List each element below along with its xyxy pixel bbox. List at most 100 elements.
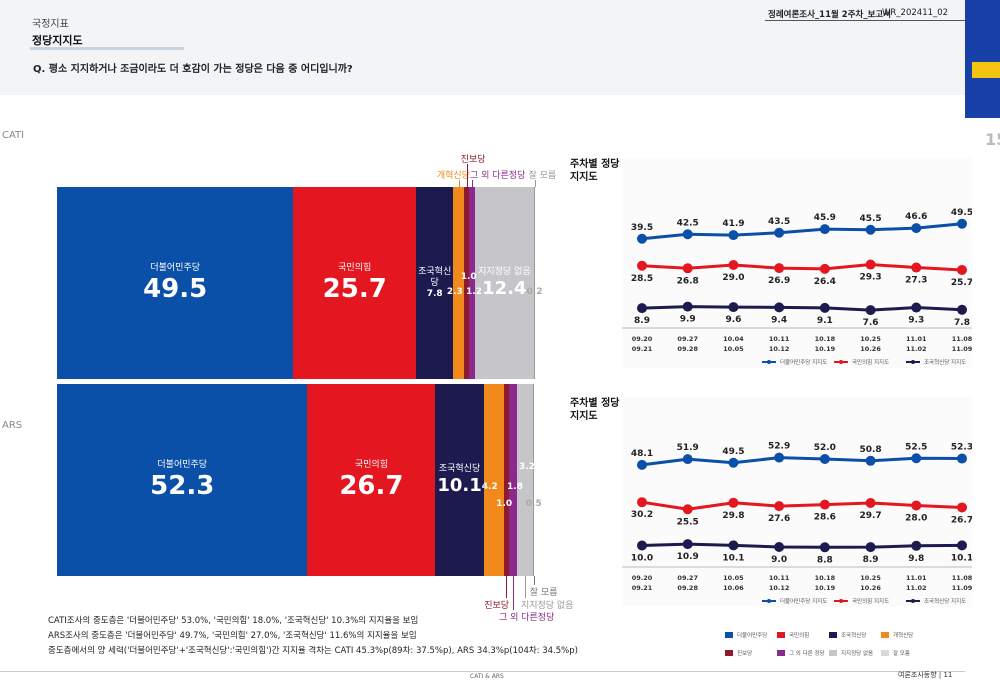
- segment-value-progressive: 1.0: [460, 272, 477, 282]
- trend-point-ppp: [819, 499, 830, 510]
- trend-point-democratic: [957, 453, 967, 464]
- trend-point-rebuilding: [637, 540, 647, 551]
- footer-method: CATI & ARS: [470, 673, 504, 680]
- x-tick-label: 11.08: [952, 574, 972, 582]
- survey-question: Q. 평소 지지하거나 조금이라도 더 호감이 가는 정당은 다음 중 어디입니…: [33, 64, 353, 75]
- legend-swatch: [725, 632, 733, 638]
- legend-item-other: 그 외 다른 정당: [777, 649, 825, 657]
- trend-value-label: 51.9: [677, 443, 699, 453]
- footnote-cati: CATI조사의 중도층은 '더불어민주당' 53.0%, '국민의힘' 18.0…: [48, 616, 419, 626]
- segment-value-progressive: 1.0: [496, 499, 513, 509]
- trend-point-ppp: [728, 260, 739, 270]
- trend-value-label: 52.5: [905, 442, 927, 452]
- trend-point-rebuilding: [637, 303, 647, 314]
- trend-point-democratic: [637, 459, 647, 470]
- trend-value-label: 10.0: [631, 554, 653, 564]
- trend-value-label: 9.4: [771, 315, 787, 325]
- trend-value-label: 27.6: [768, 514, 790, 524]
- legend-label: 조국혁신당 지지도: [924, 597, 966, 605]
- segment-value-other: 1.2: [465, 287, 482, 297]
- bar-segment-none: 지지정당 없음 12.4: [474, 187, 534, 379]
- segment-value-dontknow: 0.5: [525, 499, 542, 509]
- trend-value-label: 26.9: [768, 276, 790, 286]
- title-underline: [30, 47, 184, 50]
- trend-point-democratic: [911, 223, 922, 234]
- x-tick-label: 10.18: [815, 574, 836, 582]
- trend-point-democratic: [728, 230, 739, 241]
- legend-label: 더불어민주당 지지도: [780, 597, 827, 605]
- trend-value-label: 45.5: [859, 214, 881, 224]
- legend-label: 더불어민주당: [737, 633, 768, 639]
- segment-callout-dontknow: 잘 모름: [528, 171, 557, 181]
- trend-point-democratic: [728, 457, 739, 468]
- trend-point-rebuilding: [957, 540, 967, 551]
- trend-point-democratic: [865, 224, 876, 235]
- legend-item-ppp: 국민의힘: [777, 631, 809, 639]
- bar-segment-rebuilding: 조국혁신당 10.1: [435, 384, 484, 576]
- x-tick-label: 11.09: [952, 584, 972, 592]
- section-title: 정당지지도: [32, 34, 83, 47]
- trend-value-label: 28.0: [905, 514, 927, 524]
- trend-value-label: 29.0: [722, 273, 744, 283]
- legend-marker: [767, 599, 771, 603]
- x-tick-label: 09.20: [632, 335, 653, 343]
- trend-value-label: 25.5: [677, 517, 699, 527]
- segment-value-none: 3.2: [518, 462, 535, 472]
- segment-value-dontknow: 0.2: [526, 287, 543, 297]
- ars-method-label: ARS: [2, 420, 23, 431]
- legend-swatch: [881, 632, 889, 638]
- legend-label: 그 외 다른 정당: [789, 651, 825, 657]
- bar-segment-none: [517, 384, 533, 576]
- trend-value-label: 48.1: [631, 449, 653, 459]
- trend-point-ppp: [637, 497, 647, 508]
- trend-point-rebuilding: [865, 542, 876, 553]
- callout-line: [458, 180, 460, 187]
- x-tick-label: 09.28: [677, 345, 698, 353]
- trend-value-label: 25.7: [951, 278, 972, 288]
- x-tick-label: 10.26: [860, 345, 881, 353]
- segment-callout-progressive: 진보당: [484, 601, 510, 611]
- trend-point-ppp: [911, 262, 922, 273]
- side-tab[interactable]: [965, 0, 1000, 118]
- trend-value-label: 49.5: [951, 208, 972, 218]
- x-tick-label: 10.25: [860, 335, 881, 343]
- legend-swatch: [881, 650, 889, 656]
- legend-label: 더불어민주당 지지도: [780, 358, 827, 366]
- x-tick-label: 09.21: [632, 584, 653, 592]
- report-name: 정례여론조사_11월 2주차_보고서: [768, 10, 892, 20]
- trend-point-ppp: [774, 501, 785, 512]
- segment-label: 국민의힘: [354, 459, 388, 470]
- trend-point-democratic: [911, 453, 922, 464]
- bar-segment-democratic: 더불어민주당 49.5: [57, 187, 294, 379]
- footer-page: 여론조사동향 | 11: [898, 671, 953, 679]
- bar-segment-reform: [453, 187, 465, 379]
- segment-label: 조국혁신당: [438, 463, 481, 474]
- callout-line: [524, 576, 526, 598]
- x-tick-label: 09.27: [677, 574, 698, 582]
- callout-line: [534, 180, 536, 187]
- legend-marker: [839, 599, 843, 603]
- trend-point-democratic: [819, 454, 830, 464]
- segment-callout-none: 지지정당 없음: [520, 601, 574, 611]
- legend-marker: [839, 360, 843, 364]
- x-tick-label: 10.25: [860, 574, 881, 582]
- footnote-gap: 중도층에서의 양 세력('더불어민주당'+'조국혁신당':'국민의힘')간 지지…: [48, 646, 578, 656]
- trend-value-label: 8.8: [817, 555, 833, 565]
- trend-line-democratic: [641, 456, 963, 467]
- x-tick-label: 10.05: [723, 574, 744, 582]
- legend-label: 개혁신당: [893, 633, 914, 639]
- trend-point-rebuilding: [911, 302, 922, 313]
- trend-point-democratic: [774, 227, 785, 238]
- segment-callout-other: 그 외 다른정당: [469, 171, 526, 181]
- x-tick-label: 10.11: [769, 574, 790, 582]
- trend-value-label: 42.5: [677, 218, 699, 228]
- trend-point-ppp: [957, 502, 967, 513]
- segment-label: 지지정당 없음: [478, 266, 531, 277]
- segment-label: 더불어민주당: [157, 459, 208, 470]
- ars-stacked-bar: 더불어민주당 52.3 국민의힘 26.7 조국혁신당 10.1: [57, 384, 535, 576]
- trend-value-label: 8.9: [863, 555, 879, 565]
- page-number: 15: [985, 130, 1000, 149]
- x-tick-label: 11.08: [952, 335, 972, 343]
- trend-point-rebuilding: [728, 302, 739, 313]
- trend-point-rebuilding: [819, 542, 830, 553]
